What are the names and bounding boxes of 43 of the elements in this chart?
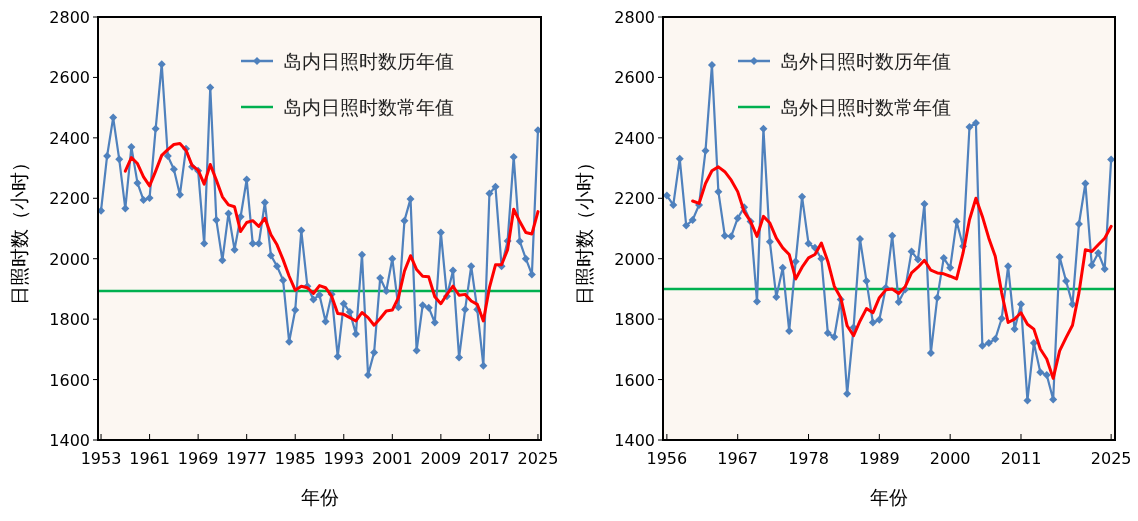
y-tick-label: 1400: [49, 431, 90, 450]
x-tick-label: 1953: [80, 449, 122, 468]
y-axis-title: 日照时数（小时）: [8, 152, 30, 305]
y-tick-label: 1800: [49, 310, 90, 330]
x-axis-title: 年份: [300, 486, 339, 508]
x-tick-label: 1969: [177, 449, 219, 468]
x-tick-label: 2011: [1000, 449, 1042, 468]
x-tick-label: 1967: [717, 449, 759, 468]
x-tick-label: 2025: [517, 449, 559, 468]
legend-label: 岛外日照时数常年值: [780, 96, 951, 118]
legend-label: 岛内日照时数常年值: [283, 96, 454, 118]
x-axis-title: 年份: [870, 486, 908, 508]
y-tick-label: 2800: [49, 8, 90, 27]
line-series: [691, 165, 1113, 380]
y-tick-label: 2200: [614, 189, 655, 209]
y-tick-label: 2400: [614, 128, 655, 148]
x-tick-label: 2009: [420, 449, 462, 468]
x-tick-label: 1961: [129, 449, 170, 468]
x-tick-label: 1989: [858, 449, 900, 468]
x-tick-label: 1977: [226, 449, 268, 468]
x-tick-label: 1993: [323, 449, 365, 468]
y-axis-title: 日照时数（小时）: [573, 152, 595, 305]
y-tick-label: 2800: [614, 8, 655, 27]
legend-label: 岛外日照时数历年值: [780, 50, 951, 72]
y-tick-label: 2600: [49, 68, 90, 88]
y-tick-label: 1600: [614, 370, 655, 390]
line-series: [123, 142, 540, 327]
y-tick-label: 2200: [49, 189, 90, 209]
y-tick-label: 2400: [49, 128, 90, 148]
x-tick-label: 2000: [929, 449, 971, 468]
y-tick-label: 2000: [49, 249, 90, 269]
x-tick-label: 1956: [646, 449, 688, 468]
x-tick-label: 2025: [1090, 449, 1132, 468]
x-tick-label: 1985: [274, 449, 316, 468]
y-tick-label: 2600: [614, 68, 655, 88]
y-tick-label: 1800: [614, 310, 655, 330]
x-tick-label: 2001: [371, 449, 413, 468]
x-tick-label: 2017: [469, 449, 510, 468]
y-tick-label: 1600: [49, 370, 90, 390]
y-tick-label: 1400: [614, 431, 655, 450]
x-tick-label: 1978: [788, 449, 829, 468]
legend-label: 岛内日照时数历年值: [283, 50, 454, 72]
y-tick-label: 2000: [614, 249, 655, 269]
